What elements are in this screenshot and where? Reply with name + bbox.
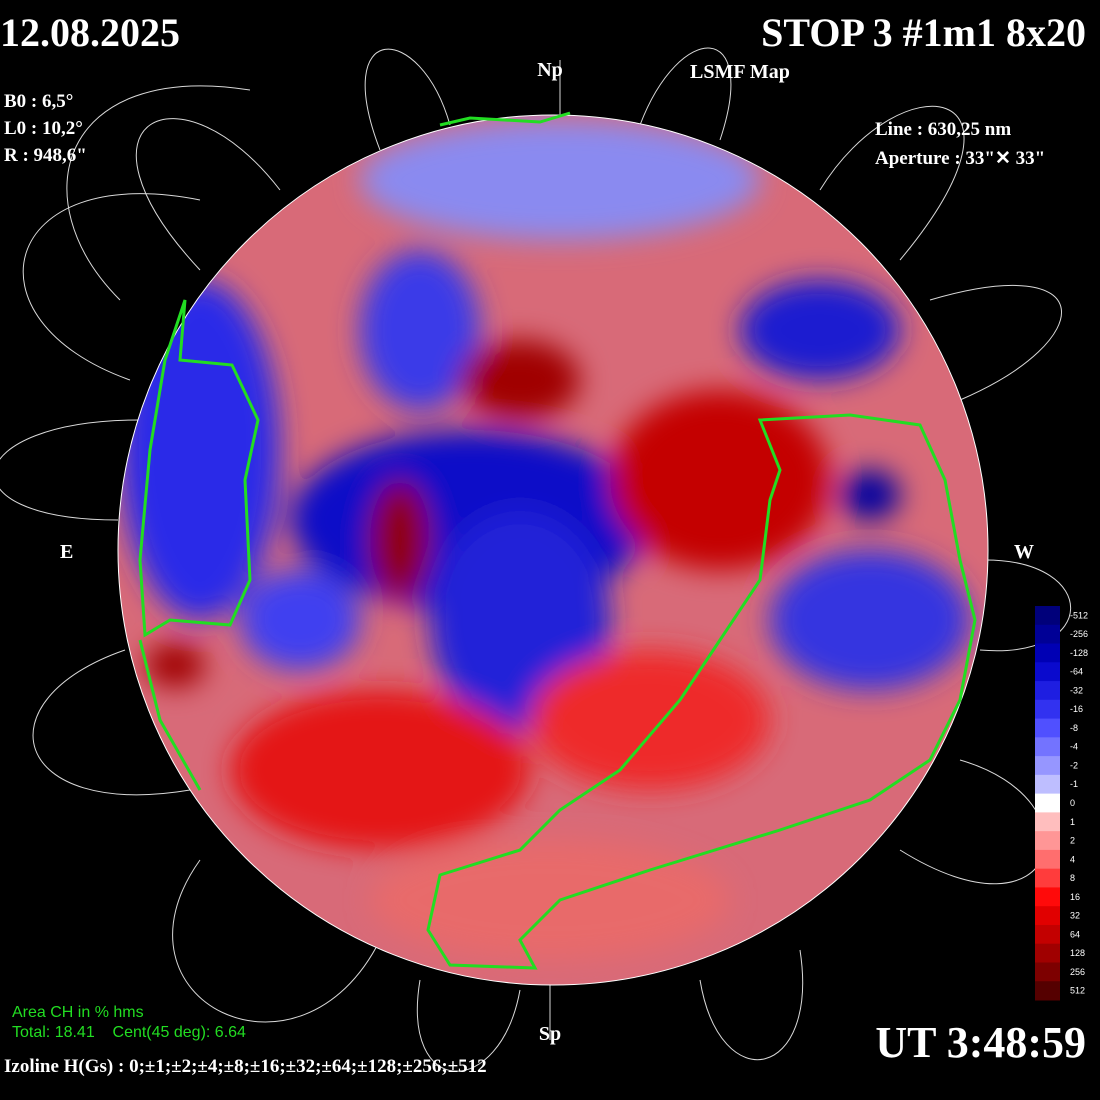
colorbar-label: -64 — [1070, 667, 1083, 677]
colorbar-swatch — [1035, 662, 1060, 682]
colorbar-label: 8 — [1070, 873, 1075, 883]
param: Line : 630,25 nm — [875, 119, 1011, 140]
colorbar-label: -128 — [1070, 648, 1088, 658]
colorbar-swatch — [1035, 699, 1060, 720]
colorbar: -512 -256 -128 -64 -32 -16 -8 -4 -2 -1 0 1 2 4 8 16 32 64… — [1035, 606, 1088, 1001]
date: 12.08.2025 — [0, 10, 180, 55]
colorbar-label: -32 — [1070, 685, 1083, 695]
param: B0 : 6,5° — [4, 91, 73, 112]
colorbar-label: 256 — [1070, 967, 1085, 977]
colorbar-label: -512 — [1070, 610, 1088, 620]
limb — [117, 114, 989, 986]
east-label: E — [60, 541, 73, 563]
colorbar-label: 64 — [1070, 929, 1080, 939]
colorbar-swatch — [1035, 718, 1060, 738]
colorbar-swatch — [1035, 812, 1060, 832]
colorbar-swatch — [1035, 606, 1060, 626]
colorbar-swatch — [1035, 849, 1060, 870]
colorbar-swatch — [1035, 774, 1060, 795]
param: L0 : 10,2° — [4, 118, 83, 139]
colorbar-label: 4 — [1070, 854, 1075, 864]
colorbar-swatch — [1035, 793, 1060, 813]
colorbar-swatch — [1035, 906, 1060, 926]
colorbar-label: -8 — [1070, 723, 1078, 733]
colorbar-label: 512 — [1070, 986, 1085, 996]
subtitle: LSMF Map — [690, 61, 790, 83]
colorbar-swatch — [1035, 943, 1060, 963]
colorbar-swatch — [1035, 737, 1060, 757]
colorbar-label: 1 — [1070, 817, 1075, 827]
title: STOP 3 #1m1 8x20 — [761, 10, 1086, 55]
colorbar-swatch — [1035, 981, 1060, 1001]
coronal-hole-contours — [138, 111, 977, 970]
west-label: W — [1014, 541, 1034, 563]
colorbar-label: 0 — [1070, 798, 1075, 808]
area-values: Total: 18.41 Cent(45 deg): 6.64 — [12, 1024, 246, 1041]
colorbar-label: 32 — [1070, 911, 1080, 921]
param: R : 948,6" — [4, 145, 87, 166]
colorbar-swatch — [1035, 831, 1060, 851]
colorbar-label: -1 — [1070, 779, 1078, 789]
disk — [118, 115, 988, 985]
param: Aperture : 33"✕ 33" — [875, 148, 1045, 169]
time: UT 3:48:59 — [875, 1018, 1086, 1067]
colorbar-label: 2 — [1070, 836, 1075, 846]
colorbar-swatch — [1035, 756, 1060, 776]
colorbar-label: 16 — [1070, 892, 1080, 902]
north-label: Np — [537, 59, 563, 81]
colorbar-swatch — [1035, 868, 1060, 888]
colorbar-swatch — [1035, 643, 1060, 663]
colorbar-swatch — [1035, 962, 1060, 982]
colorbar-label: 128 — [1070, 948, 1085, 958]
colorbar-swatch — [1035, 624, 1060, 645]
colorbar-swatch — [1035, 887, 1060, 907]
south-label: Sp — [539, 1023, 561, 1045]
colorbar-label: -2 — [1070, 760, 1078, 770]
colorbar-swatch — [1035, 681, 1060, 701]
colorbar-swatch — [1035, 924, 1060, 945]
area-title: Area CH in % hms — [12, 1004, 144, 1021]
colorbar-label: -4 — [1070, 742, 1078, 752]
colorbar-label: -16 — [1070, 704, 1083, 714]
izoline: Izoline H(Gs) : 0;±1;±2;±4;±8;±16;±32;±6… — [4, 1056, 487, 1077]
colorbar-label: -256 — [1070, 629, 1088, 639]
